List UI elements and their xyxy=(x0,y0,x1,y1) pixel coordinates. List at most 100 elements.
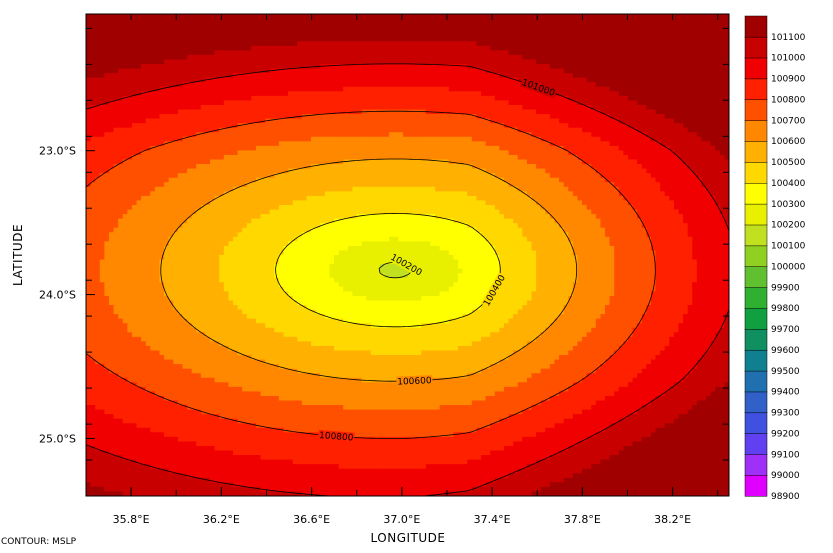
contour-fill-cell xyxy=(499,141,505,147)
contour-fill-cell xyxy=(444,18,450,24)
contour-fill-cell xyxy=(568,32,574,38)
contour-fill-cell xyxy=(412,50,418,56)
contour-fill-cell xyxy=(531,23,537,29)
contour-fill-cell xyxy=(246,145,252,152)
contour-fill-cell xyxy=(646,32,652,38)
contour-fill-cell xyxy=(223,18,229,24)
contour-fill-cell xyxy=(168,109,174,115)
contour-fill-cell xyxy=(485,64,491,70)
contour-fill-cell xyxy=(467,86,473,92)
contour-fill-cell xyxy=(177,32,184,38)
contour-fill-cell xyxy=(503,150,510,156)
contour-fill-cell xyxy=(187,64,193,70)
contour-fill-cell xyxy=(453,145,459,152)
contour-fill-cell xyxy=(278,14,285,20)
contour-fill-cell xyxy=(439,64,445,70)
contour-fill-cell xyxy=(159,141,165,147)
contour-fill-cell xyxy=(467,141,473,147)
contour-fill-cell xyxy=(347,118,353,124)
contour-fill-cell xyxy=(696,132,703,138)
contour-fill-cell xyxy=(650,154,657,161)
contour-fill-cell xyxy=(338,141,344,147)
contour-fill-cell xyxy=(329,150,335,156)
contour-fill-cell xyxy=(265,54,271,61)
contour-fill-cell xyxy=(595,32,601,38)
contour-fill-cell xyxy=(591,27,597,33)
contour-fill-cell xyxy=(141,91,147,97)
contour-fill-cell xyxy=(646,18,652,24)
contour-fill-cell xyxy=(458,36,464,42)
contour-fill-cell xyxy=(618,95,624,101)
contour-fill-cell xyxy=(301,100,308,106)
contour-fill-cell xyxy=(237,104,243,111)
contour-fill-cell xyxy=(522,150,528,156)
contour-fill-cell xyxy=(375,59,381,65)
contour-fill-cell xyxy=(269,36,275,42)
contour-fill-cell xyxy=(439,82,445,88)
contour-fill-cell xyxy=(269,104,275,111)
contour-fill-cell xyxy=(200,127,207,133)
contour-fill-cell xyxy=(600,127,606,133)
contour-fill-cell xyxy=(122,73,128,79)
contour-fill-cell xyxy=(710,23,716,29)
contour-fill-cell xyxy=(646,14,652,20)
contour-fill-cell xyxy=(412,68,418,74)
contour-fill-cell xyxy=(384,73,390,79)
contour-fill-cell xyxy=(324,104,331,111)
contour-fill-cell xyxy=(526,45,533,51)
contour-fill-cell xyxy=(559,14,565,20)
contour-fill-cell xyxy=(614,54,620,61)
contour-fill-cell xyxy=(356,136,363,142)
contour-fill-cell xyxy=(187,150,193,156)
contour-fill-cell xyxy=(278,132,285,138)
contour-fill-cell xyxy=(122,159,128,165)
contour-fill-cell xyxy=(480,141,487,147)
contour-fill-cell xyxy=(168,45,174,51)
contour-fill-cell xyxy=(458,132,464,138)
contour-fill-cell xyxy=(187,77,193,83)
contour-fill-cell xyxy=(724,77,729,83)
contour-fill-cell xyxy=(200,91,207,97)
contour-fill-cell xyxy=(706,64,712,70)
contour-fill-cell xyxy=(701,27,707,33)
contour-fill-cell xyxy=(288,104,294,111)
contour-fill-cell xyxy=(416,73,422,79)
contour-fill-cell xyxy=(526,136,533,142)
contour-fill-cell xyxy=(168,77,174,83)
contour-fill-cell xyxy=(320,77,326,83)
contour-fill-cell xyxy=(283,82,289,88)
contour-fill-cell xyxy=(412,159,418,165)
contour-fill-cell xyxy=(641,82,647,88)
contour-fill-cell xyxy=(490,168,496,174)
contour-fill-cell xyxy=(324,127,331,133)
contour-fill-cell xyxy=(701,77,707,83)
contour-fill-cell xyxy=(297,54,303,61)
contour-fill-cell xyxy=(150,123,156,129)
contour-fill-cell xyxy=(471,50,477,56)
contour-fill-cell xyxy=(228,41,234,47)
contour-fill-cell xyxy=(288,32,294,38)
contour-fill-cell xyxy=(687,59,693,65)
contour-fill-cell xyxy=(513,54,519,61)
contour-fill-cell xyxy=(641,141,647,147)
contour-fill-cell xyxy=(104,127,110,133)
contour-fill-cell xyxy=(196,27,202,33)
contour-fill-cell xyxy=(292,164,298,170)
contour-fill-cell xyxy=(361,100,367,106)
contour-fill-cell xyxy=(715,41,721,47)
contour-fill-cell xyxy=(370,86,376,92)
contour-fill-cell xyxy=(421,54,427,61)
contour-fill-cell xyxy=(154,100,161,106)
contour-fill-cell xyxy=(430,77,436,83)
contour-fill-cell xyxy=(131,14,138,20)
contour-fill-cell xyxy=(187,68,193,74)
contour-fill-cell xyxy=(540,145,546,152)
contour-fill-cell xyxy=(402,104,409,111)
contour-fill-cell xyxy=(425,132,432,138)
contour-fill-cell xyxy=(389,18,395,24)
contour-fill-cell xyxy=(306,150,312,156)
contour-fill-cell xyxy=(531,77,537,83)
contour-fill-cell xyxy=(646,64,652,70)
contour-fill-cell xyxy=(549,50,556,56)
contour-fill-cell xyxy=(480,154,487,161)
